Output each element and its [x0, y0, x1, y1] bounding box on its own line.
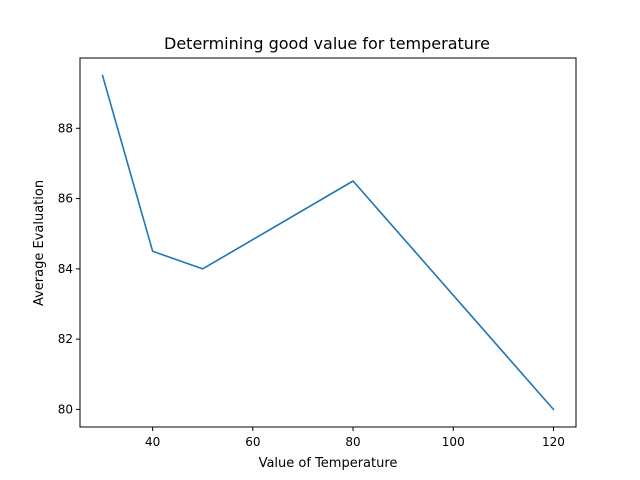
y-axis-label: Average Evaluation	[32, 180, 47, 306]
y-axis: 80 82 84 86 88	[58, 121, 80, 416]
y-tick-label: 86	[58, 192, 73, 206]
plot-area	[101, 74, 555, 411]
x-tick-label: 120	[542, 435, 565, 449]
y-tick-label: 80	[58, 402, 73, 416]
x-tick-label: 80	[345, 435, 360, 449]
y-tick-label: 82	[58, 332, 73, 346]
series-line	[101, 74, 555, 411]
x-axis: 40 60 80 100 120	[145, 427, 565, 449]
y-tick-label: 88	[58, 121, 73, 135]
y-tick-label: 84	[58, 262, 73, 276]
plot-frame	[79, 57, 577, 428]
x-tick-label: 60	[245, 435, 260, 449]
x-tick-label: 100	[442, 435, 465, 449]
chart-title: Determining good value for temperature	[164, 34, 490, 53]
x-axis-label: Value of Temperature	[259, 456, 398, 471]
x-tick-label: 40	[145, 435, 160, 449]
